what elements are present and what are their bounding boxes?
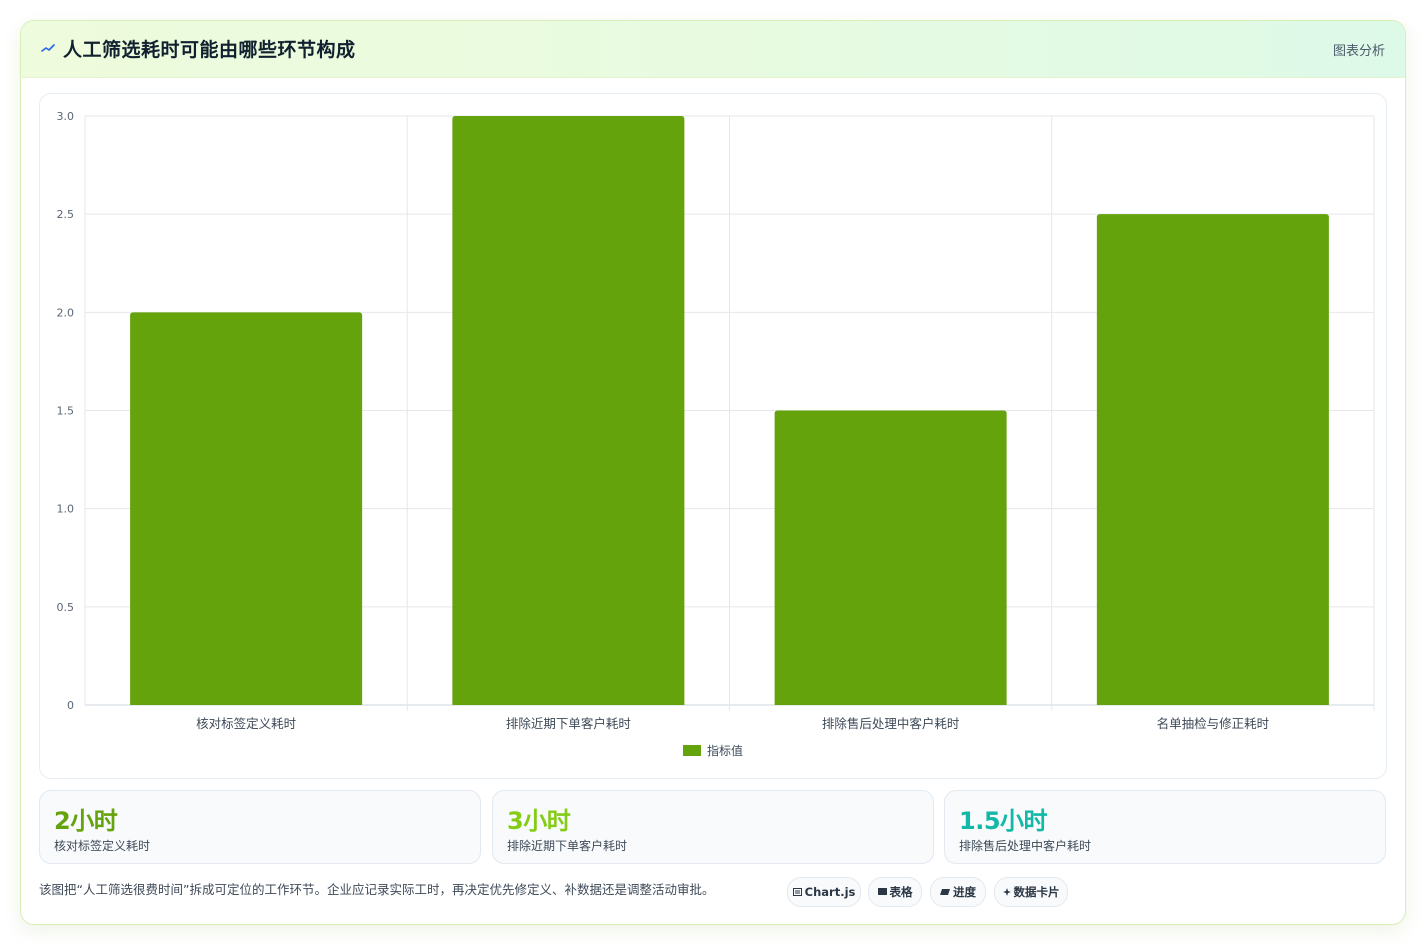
progress-icon: [940, 888, 950, 895]
y-tick-label: 0.5: [57, 601, 75, 614]
kpi-label: 排除近期下单客户耗时: [507, 839, 628, 853]
chip-label: 表格: [889, 885, 913, 899]
y-tick-label: 3.0: [57, 110, 75, 123]
chart-icon: [792, 887, 802, 896]
chart-card: 人工筛选耗时可能由哪些环节构成 图表分析 0 0.5 1.0 1.5 2.0 2.5 3.0…: [20, 20, 1406, 925]
y-tick-label: 1.5: [57, 405, 75, 418]
chart-type-tag: 图表分析: [1332, 44, 1385, 59]
bar: [1096, 214, 1329, 705]
chart-title: 人工筛选耗时可能由哪些环节构成: [63, 39, 356, 61]
kpi-label: 核对标签定义耗时: [54, 839, 151, 853]
chip-chartjs[interactable]: Chart.js: [787, 877, 861, 907]
y-tick-label: 2.5: [57, 208, 75, 221]
sparkle-icon: [1002, 887, 1011, 896]
chip-label: 进度: [953, 885, 976, 899]
chip-data-card[interactable]: 数据卡片: [994, 877, 1068, 907]
chip-label: Chart.js: [804, 885, 856, 899]
chart-panel: 0 0.5 1.0 1.5 2.0 2.5 3.0 核对标签定义耗时 排除近期下单客户耗时 排除售…: [39, 93, 1387, 779]
y-tick-label: 1.0: [57, 503, 75, 516]
kpi-card-0: 2小时 核对标签定义耗时: [39, 790, 481, 864]
bar: [774, 410, 1007, 705]
x-tick-label: 核对标签定义耗时: [196, 716, 297, 731]
bar-chart: 0 0.5 1.0 1.5 2.0 2.5 3.0 核对标签定义耗时 排除近期下单客户耗时 排除售…: [57, 110, 1375, 758]
trend-icon: [41, 44, 55, 52]
bar: [452, 116, 685, 705]
y-tick-label: 0: [67, 699, 74, 712]
footer-note: 该图把“人工筛选很费时间”拆成可定位的工作环节。企业应记录实际工时，再决定优先修…: [39, 882, 715, 897]
chip-table[interactable]: 表格: [868, 877, 922, 907]
kpi-card-1: 3小时 排除近期下单客户耗时: [492, 790, 934, 864]
chip-progress[interactable]: 进度: [930, 877, 986, 907]
x-tick-label: 排除售后处理中客户耗时: [822, 716, 960, 731]
bar: [130, 312, 363, 705]
kpi-value: 1.5小时: [959, 807, 1048, 835]
x-tick-label: 排除近期下单客户耗时: [506, 716, 632, 731]
legend-label: 指标值: [707, 743, 743, 758]
table-icon: [877, 888, 887, 895]
kpi-label: 排除售后处理中客户耗时: [959, 839, 1092, 853]
y-tick-label: 2.0: [57, 306, 75, 319]
x-tick-label: 名单抽检与修正耗时: [1157, 716, 1270, 731]
chip-label: 数据卡片: [1013, 885, 1060, 899]
kpi-value: 3小时: [507, 807, 571, 835]
kpi-value: 2小时: [54, 807, 118, 835]
kpi-card-2: 1.5小时 排除售后处理中客户耗时: [944, 790, 1386, 864]
legend-swatch: [683, 745, 701, 756]
card-header: 人工筛选耗时可能由哪些环节构成 图表分析: [21, 21, 1405, 78]
